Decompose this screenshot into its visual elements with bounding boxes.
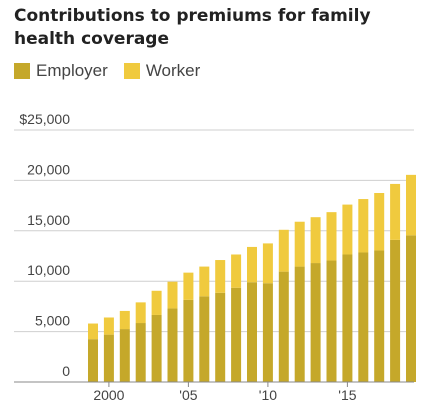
bar-worker-2007 (215, 260, 226, 293)
bar-worker-2003 (151, 290, 162, 315)
bar-worker-2017 (374, 193, 385, 251)
bar-worker-2012 (294, 221, 305, 267)
legend-item-employer: Employer (14, 61, 108, 81)
bar-employer-2019 (406, 235, 416, 382)
bar-employer-2014 (326, 260, 337, 382)
bar-employer-2003 (151, 314, 162, 382)
y-tick-label-25000: $25,000 (19, 111, 70, 127)
bar-worker-2008 (231, 254, 242, 288)
bar-worker-2009 (247, 246, 257, 283)
bar-employer-2011 (278, 271, 289, 382)
bar-employer-1999 (88, 339, 98, 382)
bar-worker-2013 (310, 217, 321, 264)
bar-worker-2005 (183, 272, 194, 300)
bar-employer-2005 (183, 299, 194, 382)
x-tick-label-2010: '10 (259, 387, 277, 403)
bar-employer-2004 (167, 308, 178, 382)
bar-worker-2001 (119, 310, 130, 330)
bar-worker-2000 (103, 317, 114, 335)
legend-item-worker: Worker (123, 61, 201, 81)
legend-label-employer: Employer (36, 61, 108, 80)
bar-worker-2004 (167, 281, 178, 309)
legend: Employer Worker (14, 60, 216, 82)
y-tick-label-15000: 15,000 (27, 212, 70, 228)
bar-employer-2018 (390, 239, 401, 382)
bar-worker-1999 (88, 323, 98, 340)
legend-label-worker: Worker (145, 61, 201, 80)
bar-employer-2013 (310, 263, 321, 382)
bar-worker-2015 (342, 204, 353, 255)
legend-swatch-worker (123, 63, 140, 79)
bar-employer-2008 (231, 287, 242, 382)
bar-employer-2000 (103, 334, 114, 382)
y-tick-label-10000: 10,000 (27, 262, 70, 278)
bar-worker-2010 (262, 243, 273, 284)
bar-worker-2016 (358, 199, 369, 253)
bar-employer-2009 (247, 282, 257, 382)
bar-employer-2002 (135, 323, 146, 382)
bar-worker-2014 (326, 212, 337, 261)
y-tick-label-20000: 20,000 (27, 161, 70, 177)
bar-employer-2007 (215, 292, 226, 382)
bar-employer-2016 (358, 252, 369, 382)
bar-employer-2001 (119, 329, 130, 382)
chart-title: Contributions to premiums for family hea… (14, 6, 371, 49)
bar-employer-2006 (199, 296, 210, 382)
x-tick-label-2005: '05 (179, 387, 197, 403)
y-tick-label-5000: 5,000 (35, 313, 70, 329)
bar-worker-2002 (135, 302, 146, 324)
legend-swatch-employer (14, 63, 30, 79)
x-tick-label-2015: '15 (338, 387, 356, 403)
bar-worker-2019 (406, 174, 416, 236)
stacked-bar-chart: $25,000 20,000 15,000 10,000 5,000 0 2000 '05 '1… (14, 111, 416, 403)
bar-employer-2012 (294, 266, 305, 382)
y-tick-label-0: 0 (62, 363, 70, 379)
x-tick-label-2000: 2000 (93, 387, 124, 403)
bar-worker-2018 (390, 183, 401, 240)
bar-worker-2011 (278, 229, 289, 272)
bar-worker-2006 (199, 266, 210, 297)
bar-employer-2010 (262, 283, 273, 382)
bar-employer-2017 (374, 250, 385, 382)
bar-employer-2015 (342, 254, 353, 382)
